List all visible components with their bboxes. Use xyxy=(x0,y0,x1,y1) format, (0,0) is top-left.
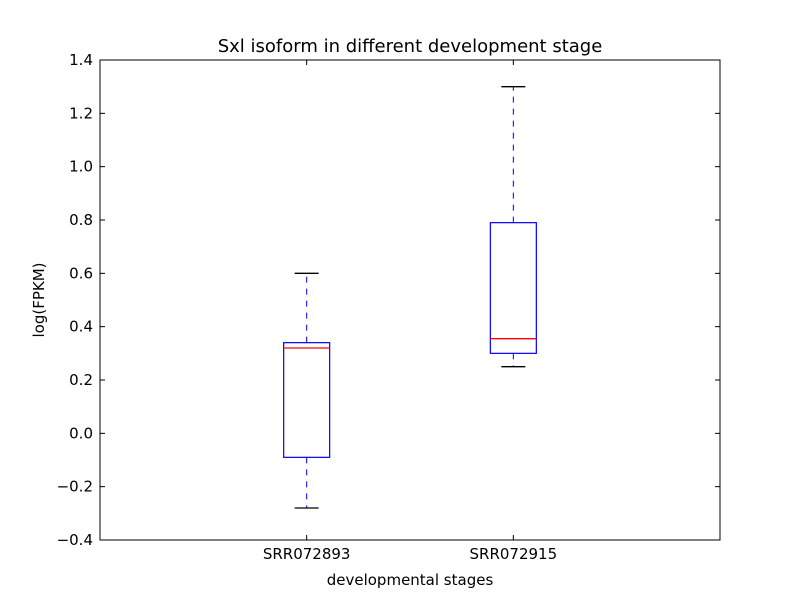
chart-title: Sxl isoform in different development sta… xyxy=(218,36,603,57)
y-tick-label: 1.0 xyxy=(69,158,93,176)
y-tick-label: −0.2 xyxy=(57,478,93,496)
box-iqr xyxy=(283,342,331,458)
y-tick-label: 0.8 xyxy=(69,211,93,229)
x-axis-label: developmental stages xyxy=(327,571,494,589)
plot-marks: −0.4 −0.2 0.0 0.2 0.4 0.6 0.8 1.0 1.2 1.4 SRR07289… xyxy=(57,51,720,563)
y-tick-label: 1.4 xyxy=(69,51,93,69)
y-tick-label: 0.0 xyxy=(69,424,93,442)
y-tick-label: 0.2 xyxy=(69,371,93,389)
box-iqr xyxy=(489,222,537,354)
y-tick-label: 1.2 xyxy=(69,104,93,122)
y-axis-label: log(FPKM) xyxy=(30,262,48,337)
y-tick-label: −0.4 xyxy=(57,531,93,549)
y-tick-label: 0.6 xyxy=(69,264,93,282)
x-tick-label: SRR072915 xyxy=(470,545,558,563)
plot-frame xyxy=(99,59,721,541)
y-tick-label: 0.4 xyxy=(69,318,93,336)
x-tick-label: SRR072893 xyxy=(263,545,351,563)
